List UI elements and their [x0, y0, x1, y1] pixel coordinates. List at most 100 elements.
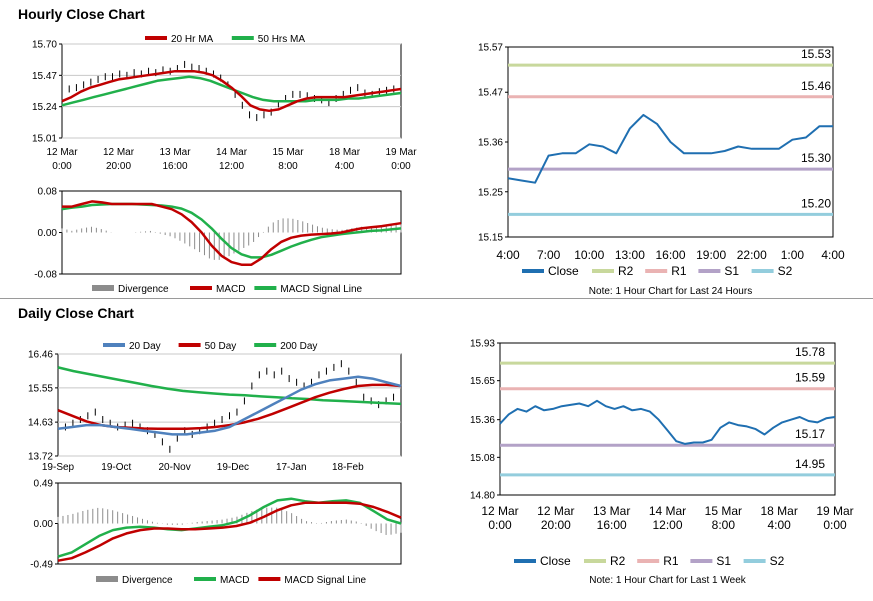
daily-levels-xtick-label-6: 19 Mar [816, 504, 853, 518]
daily-macd-legend-label-0: Divergence [122, 575, 173, 586]
hourly-price-xtick-label-4-b: 8:00 [278, 161, 298, 172]
hourly-price-xtick-label-1: 12 Mar [103, 147, 135, 158]
hourly-levels-ytick-label-1: 15.47 [478, 88, 503, 99]
hourly-price-xtick-label-5: 18 Mar [329, 147, 361, 158]
daily-levels-ytick-label-1: 15.65 [470, 376, 495, 387]
daily-price-plot-area [57, 353, 402, 457]
hourly-levels-xtick-label-0: 4:00 [496, 248, 520, 262]
section-divider [0, 298, 873, 299]
hourly-levels-s1-level-label: 15.30 [801, 151, 831, 165]
hourly-levels-xtick-label-5: 19:00 [696, 248, 726, 262]
daily-levels-ytick-label-4: 14.80 [470, 491, 495, 502]
hourly-macd-ytick-label-0: 0.08 [38, 187, 58, 198]
daily-levels-xtick-label-2: 13 Mar [593, 504, 630, 518]
hourly-20hr-ma-line [61, 69, 402, 113]
hourly-levels-xtick-label-1: 7:00 [537, 248, 561, 262]
daily-levels-xtick-label-5: 18 Mar [760, 504, 797, 518]
hourly-macd-legend-label-2: MACD Signal Line [280, 284, 362, 295]
daily-levels-ytick-label-2: 15.36 [470, 415, 495, 426]
hourly-price-legend-label-0: 20 Hr MA [171, 34, 214, 45]
hourly-levels-xtick-label-3: 13:00 [615, 248, 645, 262]
daily-macd-signal-line [57, 501, 402, 562]
daily-macd-legend-label-2: MACD Signal Line [284, 575, 366, 586]
hourly-levels-ytick-label-0: 15.57 [478, 43, 503, 54]
daily-levels-plot-area [499, 342, 836, 496]
daily-levels-xtick-label-4: 15 Mar [705, 504, 742, 518]
hourly-macd-ytick-label-2: -0.08 [34, 270, 57, 281]
hourly-macd-line [62, 200, 402, 266]
daily-levels-xtick-label-2-b: 16:00 [597, 518, 627, 532]
hourly-macd-ytick-label-1: 0.00 [38, 228, 58, 239]
daily-price-xtick-label-1: 19-Oct [101, 462, 131, 473]
hourly-levels-r1-level-label: 15.46 [801, 79, 831, 93]
hourly-price-xtick-label-0-b: 0:00 [52, 161, 72, 172]
hourly-price-ytick-label-0: 15.70 [32, 40, 57, 51]
hourly-macd-legend-label-0: Divergence [118, 284, 169, 295]
hourly-levels-s2-level-label: 15.20 [801, 196, 831, 210]
hourly-levels-note: Note: 1 Hour Chart for Last 24 Hours [589, 286, 752, 297]
hourly-price-ytick-label-2: 15.24 [32, 102, 57, 113]
hourly-price-ytick-label-1: 15.47 [32, 71, 57, 82]
daily-levels-legend-label-4: S2 [770, 554, 785, 568]
hourly-section-title: Hourly Close Chart [18, 6, 145, 22]
daily-price-ytick-label-1: 15.55 [28, 383, 53, 394]
daily-price-xtick-label-0: 19-Sep [42, 462, 75, 473]
daily-macd-ytick-label-1: 0.00 [34, 519, 54, 530]
daily-price-ytick-label-0: 16.46 [28, 350, 53, 361]
hourly-price-xtick-label-0: 12 Mar [46, 147, 78, 158]
daily-levels-legend-label-1: R2 [610, 554, 626, 568]
daily-price-legend-label-1: 50 Day [205, 341, 237, 352]
daily-levels-xtick-label-3-b: 12:00 [652, 518, 682, 532]
daily-levels-xtick-label-3: 14 Mar [649, 504, 686, 518]
daily-section-title: Daily Close Chart [18, 305, 134, 321]
hourly-price-xtick-label-5-b: 4:00 [335, 161, 355, 172]
daily-macd-ytick-label-0: 0.49 [34, 479, 54, 490]
hourly-levels-legend-label-3: S1 [724, 264, 739, 278]
hourly-levels-ytick-label-4: 15.15 [478, 233, 503, 244]
hourly-price-xtick-label-2-b: 16:00 [162, 161, 187, 172]
daily-price-xtick-label-2: 20-Nov [158, 462, 190, 473]
hourly-levels-legend-label-2: R1 [671, 264, 687, 278]
hourly-levels-xtick-label-2: 10:00 [574, 248, 604, 262]
daily-price-xtick-label-5: 18-Feb [332, 462, 364, 473]
daily-levels-xtick-label-1: 12 Mar [537, 504, 574, 518]
daily-levels-r2-level-label: 15.78 [795, 345, 825, 359]
hourly-price-ytick-label-3: 15.01 [32, 134, 57, 145]
daily-levels-xtick-label-6-b: 0:00 [823, 518, 847, 532]
daily-price-legend-label-0: 20 Day [129, 341, 161, 352]
daily-levels-legend-label-2: R1 [663, 554, 679, 568]
daily-levels-r1-level-label: 15.59 [795, 371, 825, 385]
daily-levels-s1-level-label: 15.17 [795, 427, 825, 441]
daily-levels-xtick-label-1-b: 20:00 [541, 518, 571, 532]
daily-levels-note: Note: 1 Hour Chart for Last 1 Week [589, 575, 747, 586]
daily-levels-xtick-label-5-b: 4:00 [767, 518, 791, 532]
hourly-levels-legend-label-4: S2 [778, 264, 793, 278]
daily-price-ytick-label-2: 14.63 [28, 418, 53, 429]
hourly-price-xtick-label-6: 19 Mar [385, 147, 417, 158]
hourly-levels-xtick-label-8: 4:00 [821, 248, 845, 262]
daily-levels-xtick-label-4-b: 8:00 [712, 518, 736, 532]
daily-price-legend-label-2: 200 Day [280, 341, 317, 352]
hourly-macd-legend-label-1: MACD [216, 284, 245, 295]
hourly-levels-r2-level-label: 15.53 [801, 47, 831, 61]
daily-levels-legend-label-0: Close [540, 554, 571, 568]
daily-200day-ma-line [57, 366, 402, 406]
hourly-macd-legend-swatch-0 [92, 285, 114, 291]
daily-levels-s2-level-label: 14.95 [795, 457, 825, 471]
daily-macd-legend-label-1: MACD [220, 575, 249, 586]
hourly-price-xtick-label-3-b: 12:00 [219, 161, 244, 172]
daily-macd-legend-swatch-0 [96, 576, 118, 582]
daily-levels-legend-label-3: S1 [716, 554, 731, 568]
daily-price-ytick-label-3: 13.72 [28, 452, 53, 463]
hourly-price-xtick-label-3: 14 Mar [216, 147, 248, 158]
hourly-levels-ytick-label-3: 15.25 [478, 187, 503, 198]
hourly-price-xtick-label-6-b: 0:00 [391, 161, 411, 172]
daily-levels-close-line [499, 399, 836, 445]
hourly-levels-legend-label-1: R2 [618, 264, 634, 278]
hourly-levels-legend-label-0: Close [548, 264, 579, 278]
hourly-levels-xtick-label-4: 16:00 [655, 248, 685, 262]
hourly-price-xtick-label-2: 13 Mar [159, 147, 191, 158]
hourly-price-xtick-label-4: 15 Mar [272, 147, 304, 158]
daily-price-xtick-label-3: 19-Dec [217, 462, 249, 473]
